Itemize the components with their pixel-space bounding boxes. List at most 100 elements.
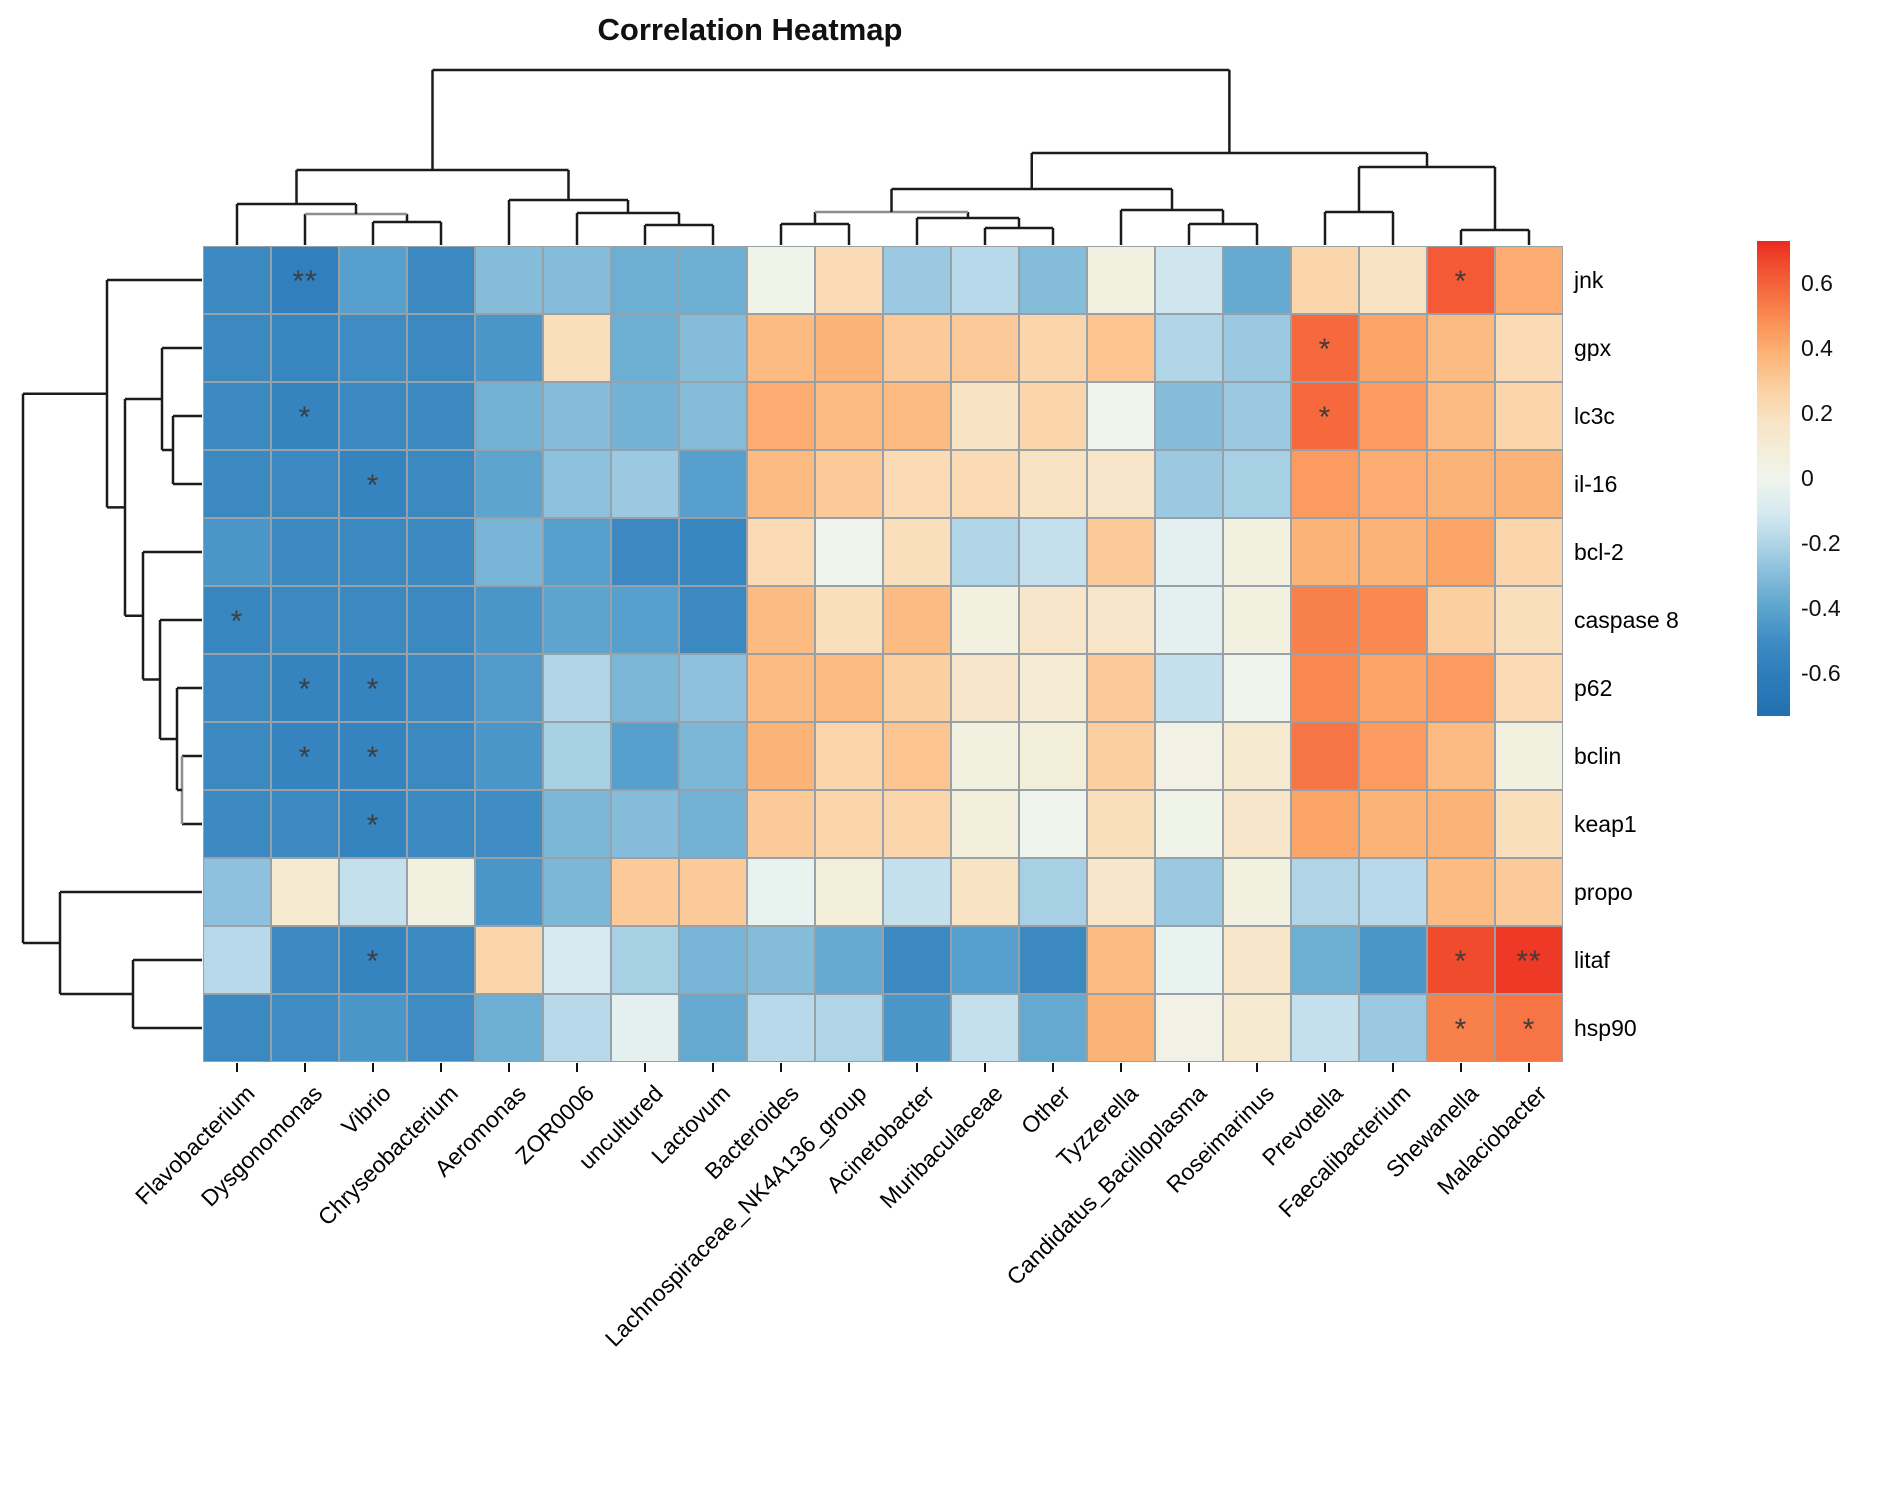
- heatmap-cell: [1427, 586, 1495, 654]
- heatmap-cell: [611, 382, 679, 450]
- heatmap-cell: [883, 450, 951, 518]
- heatmap-cell: [475, 858, 543, 926]
- heatmap-cell: [747, 382, 815, 450]
- heatmap-cell: [407, 586, 475, 654]
- heatmap-cell: [339, 518, 407, 586]
- row-label: bcl-2: [1574, 539, 1624, 565]
- heatmap-cell: [203, 518, 271, 586]
- significance-star: *: [1454, 265, 1468, 298]
- colorbar-tick-label: 0: [1801, 465, 1814, 491]
- heatmap-cell: [203, 858, 271, 926]
- heatmap-cell: [1291, 654, 1359, 722]
- heatmap-cell: [1359, 654, 1427, 722]
- heatmap-cell: [1427, 790, 1495, 858]
- significance-star: *: [1522, 1013, 1536, 1046]
- heatmap-cell: [1019, 382, 1087, 450]
- heatmap-cell: [1495, 314, 1563, 382]
- heatmap-cell: [203, 450, 271, 518]
- heatmap-cell: [1087, 654, 1155, 722]
- heatmap-cell: [883, 586, 951, 654]
- heatmap-cell: [1291, 790, 1359, 858]
- heatmap-cell: [475, 926, 543, 994]
- heatmap-cell: [1359, 858, 1427, 926]
- heatmap-cell: [679, 518, 747, 586]
- heatmap-cell: [1427, 450, 1495, 518]
- significance-star: *: [1318, 401, 1332, 434]
- heatmap-cell: [543, 314, 611, 382]
- heatmap-cell: [339, 314, 407, 382]
- heatmap-cell: [1427, 858, 1495, 926]
- heatmap-cell: [475, 246, 543, 314]
- heatmap-cell: [1087, 994, 1155, 1062]
- significance-star: *: [1454, 945, 1468, 978]
- heatmap-cell: [679, 994, 747, 1062]
- heatmap-cell: [271, 790, 339, 858]
- heatmap-cell: [679, 382, 747, 450]
- heatmap-cell: [1495, 790, 1563, 858]
- heatmap-cell: [203, 654, 271, 722]
- heatmap-cell: [1223, 926, 1291, 994]
- significance-star: *: [1318, 333, 1332, 366]
- heatmap-cell: [475, 994, 543, 1062]
- heatmap-cell: [475, 654, 543, 722]
- heatmap-cell: [1155, 518, 1223, 586]
- heatmap-cell: [1427, 654, 1495, 722]
- heatmap-cell: [815, 246, 883, 314]
- heatmap-cell: [747, 450, 815, 518]
- heatmap-cell: [747, 994, 815, 1062]
- heatmap-cell: [679, 790, 747, 858]
- colorbar-tick-label: 0.6: [1801, 270, 1833, 296]
- heatmap-cell: **: [1495, 926, 1563, 994]
- heatmap-cell: *: [271, 722, 339, 790]
- heatmap-cell: [407, 654, 475, 722]
- heatmap-cell: [611, 518, 679, 586]
- heatmap-cell: [611, 314, 679, 382]
- row-label: p62: [1574, 675, 1613, 701]
- colorbar-tick-label: -0.4: [1801, 595, 1841, 621]
- heatmap-cell: [543, 518, 611, 586]
- heatmap-cell: [1019, 790, 1087, 858]
- heatmap-cell: [611, 994, 679, 1062]
- heatmap-cell: [543, 586, 611, 654]
- heatmap-cell: [679, 246, 747, 314]
- heatmap-cell: [1019, 722, 1087, 790]
- heatmap-cell: [1495, 654, 1563, 722]
- heatmap-cell: [339, 994, 407, 1062]
- heatmap-cell: [1019, 654, 1087, 722]
- heatmap-cell: [543, 994, 611, 1062]
- heatmap-cell: [1155, 654, 1223, 722]
- heatmap-cell: [271, 450, 339, 518]
- colorbar-tick-label: 0.4: [1801, 335, 1833, 361]
- heatmap-cell: [1359, 790, 1427, 858]
- heatmap-cell: [747, 586, 815, 654]
- heatmap-cell: [611, 586, 679, 654]
- heatmap-cell: [1155, 722, 1223, 790]
- heatmap-cell: [1087, 382, 1155, 450]
- heatmap-cell: [1019, 450, 1087, 518]
- heatmap-cell: [747, 518, 815, 586]
- heatmap-cell: [951, 382, 1019, 450]
- heatmap-cell: *: [339, 722, 407, 790]
- heatmap-cell: [475, 314, 543, 382]
- heatmap-cell: [815, 858, 883, 926]
- heatmap-cell: [1291, 586, 1359, 654]
- heatmap-cell: [611, 246, 679, 314]
- heatmap-cell: [475, 450, 543, 518]
- heatmap-cell: [1019, 246, 1087, 314]
- heatmap-cell: [951, 994, 1019, 1062]
- heatmap-cell: [1087, 722, 1155, 790]
- heatmap-cell: [475, 722, 543, 790]
- heatmap-cell: [271, 518, 339, 586]
- heatmap-cell: [883, 246, 951, 314]
- heatmap-cell: [747, 722, 815, 790]
- heatmap-cell: [1223, 654, 1291, 722]
- heatmap-cell: [1087, 858, 1155, 926]
- heatmap-cell: [611, 926, 679, 994]
- heatmap-cell: [1087, 926, 1155, 994]
- heatmap-cell: [747, 654, 815, 722]
- heatmap-cell: [815, 654, 883, 722]
- heatmap-cell: [1155, 926, 1223, 994]
- heatmap-cell: [815, 790, 883, 858]
- row-label: lc3c: [1574, 403, 1615, 429]
